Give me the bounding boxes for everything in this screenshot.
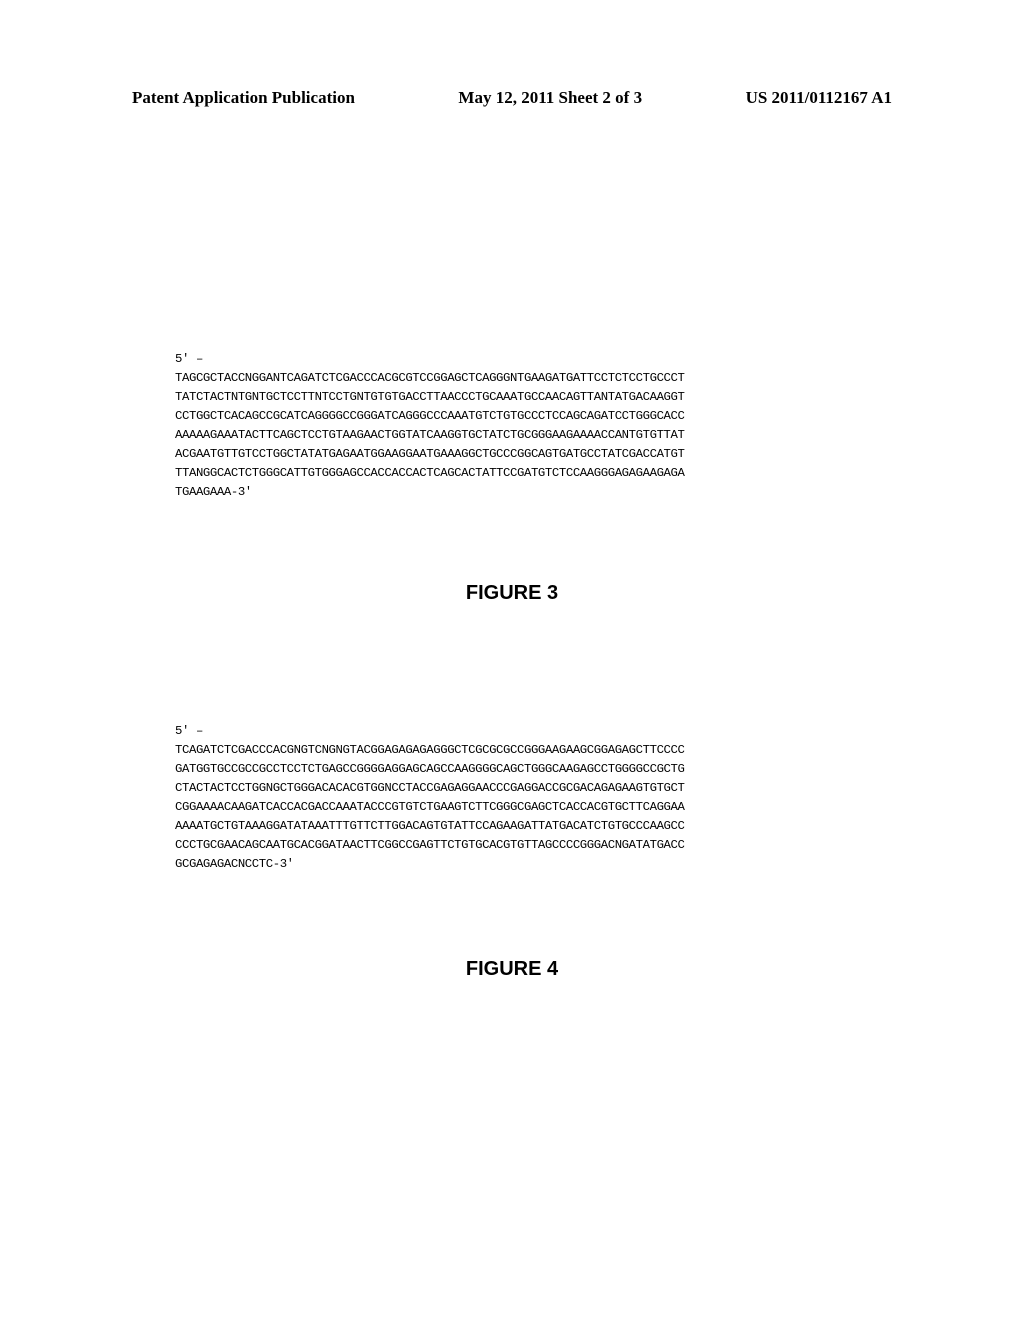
seq1-prefix: 5' –: [175, 352, 203, 366]
seq2-prefix: 5' –: [175, 724, 203, 738]
figure-4-label: FIGURE 4: [0, 958, 1024, 981]
seq2-line-1: GATGGTGCCGCCGCCTCCTCTGAGCCGGGGAGGAGCAGCC…: [175, 762, 685, 776]
sequence-block-2: 5' – TCAGATCTCGACCCACGNGTCNGNGTACGGAGAGA…: [175, 722, 685, 874]
seq1-line-4: ACGAATGTTGTCCTGGCTATATGAGAATGGAAGGAATGAA…: [175, 447, 685, 461]
seq2-line-5: CCCTGCGAACAGCAATGCACGGATAACTTCGGCCGAGTTC…: [175, 838, 685, 852]
header-publication: Patent Application Publication: [132, 88, 355, 108]
seq1-line-0: TAGCGCTACCNGGANTCAGATCTCGACCCACGCGTCCGGA…: [175, 371, 685, 385]
sequence-block-1: 5' – TAGCGCTACCNGGANTCAGATCTCGACCCACGCGT…: [175, 350, 685, 502]
header-date-sheet: May 12, 2011 Sheet 2 of 3: [458, 88, 642, 108]
figure-3-label: FIGURE 3: [0, 582, 1024, 605]
seq1-line-1: TATCTACTNTGNTGCTCCTTNTCCTGNTGTGTGACCTTAA…: [175, 390, 685, 404]
header-patent-number: US 2011/0112167 A1: [746, 88, 892, 108]
seq1-line-3: AAAAAGAAATACTTCAGCTCCTGTAAGAACTGGTATCAAG…: [175, 428, 685, 442]
seq2-line-0: TCAGATCTCGACCCACGNGTCNGNGTACGGAGAGAGAGGG…: [175, 743, 685, 757]
seq1-line-5: TTANGGCACTCTGGGCATTGTGGGAGCCACCACCACTCAG…: [175, 466, 685, 480]
patent-page: Patent Application Publication May 12, 2…: [0, 0, 1024, 1320]
page-header: Patent Application Publication May 12, 2…: [132, 88, 892, 108]
seq2-line-4: AAAATGCTGTAAAGGATATAAATTTGTTCTTGGACAGTGT…: [175, 819, 685, 833]
seq2-line-2: CTACTACTCCTGGNGCTGGGACACACGTGGNCCTACCGAG…: [175, 781, 685, 795]
seq2-line-6: GCGAGAGACNCCTC-3': [175, 857, 294, 871]
seq2-line-3: CGGAAAACAAGATCACCACGACCAAATACCCGTGTCTGAA…: [175, 800, 685, 814]
seq1-line-2: CCTGGCTCACAGCCGCATCAGGGGCCGGGATCAGGGCCCA…: [175, 409, 685, 423]
seq1-line-6: TGAAGAAA-3': [175, 485, 252, 499]
